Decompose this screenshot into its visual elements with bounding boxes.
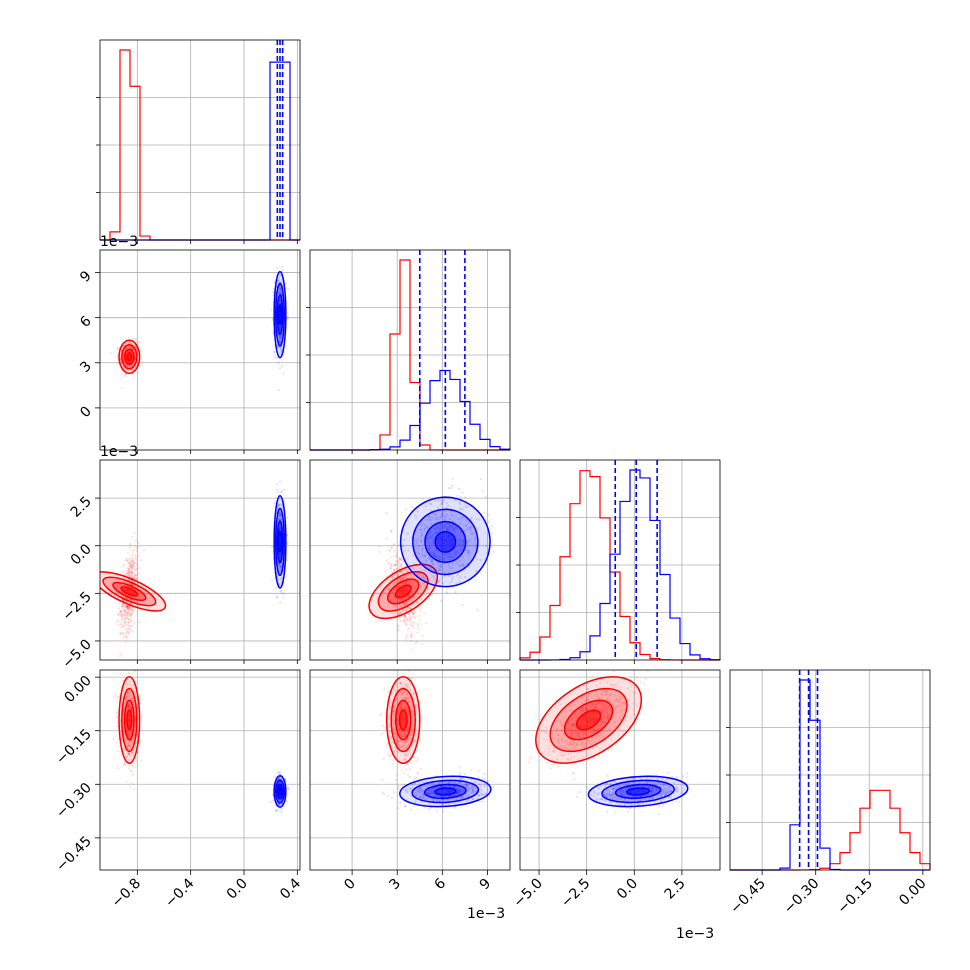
contours-blue-3-2 <box>587 775 689 808</box>
x-tick-label: 0 <box>341 876 359 894</box>
histogram-frame-p2 <box>519 459 721 661</box>
histogram-blue-p0 <box>100 61 301 241</box>
x-tick-label: 0.4 <box>277 875 304 902</box>
panel-3-2 <box>519 669 721 871</box>
x-tick-label: −5.0 <box>511 876 546 911</box>
y-tick-label: 3 <box>77 358 95 376</box>
panel-frame-2-1 <box>309 459 511 661</box>
contours-blue-3-0 <box>273 774 287 808</box>
y-tick-label: −0.45 <box>53 833 95 875</box>
panel-3-1 <box>309 669 511 871</box>
contours-blue-2-0 <box>273 495 287 589</box>
panel-frame-2-0 <box>99 459 301 661</box>
offset-label-row2: 1e−3 <box>100 444 138 460</box>
y-tick-labels-p1: 0 3 6 9 <box>77 268 100 421</box>
x-tick-label: −0.30 <box>781 876 823 918</box>
contours-red-1-0 <box>118 339 141 375</box>
x-tick-label: 0.00 <box>896 876 929 909</box>
scatter-blue-2-1 <box>385 477 495 611</box>
y-tick-labels-p2: −5.0 −2.5 0.0 2.5 <box>59 494 100 672</box>
panel-2-0 <box>99 459 301 661</box>
x-tick-labels-p3: −0.45 −0.30 −0.15 0.00 <box>727 870 930 918</box>
x-tick-label: 9 <box>477 876 495 894</box>
y-tick-labels-p3: −0.45 −0.30 −0.15 0.00 <box>53 673 100 875</box>
x-tick-label: −0.4 <box>162 875 197 910</box>
x-tick-label: 2.5 <box>662 876 689 903</box>
x-tick-label: 0.0 <box>224 876 251 903</box>
offset-label-col2: 1e−3 <box>676 926 714 942</box>
histogram-p0 <box>96 39 301 241</box>
contours-blue-3-1 <box>399 775 492 808</box>
x-tick-label: −0.45 <box>727 876 769 918</box>
panel-frame-3-2 <box>519 669 721 871</box>
contours-blue-1-0 <box>273 270 287 359</box>
histogram-frame-p1 <box>309 249 511 451</box>
x-tick-label: 3 <box>386 876 404 894</box>
x-tick-label: −0.15 <box>834 876 876 918</box>
x-tick-label: −0.8 <box>109 876 144 911</box>
contours-red-3-0 <box>118 676 141 764</box>
histogram-p2 <box>516 459 721 661</box>
histogram-frame-p0 <box>99 39 301 241</box>
y-tick-label: 0.0 <box>68 541 95 568</box>
contours-red-2-0 <box>100 571 167 612</box>
contours-blue-2-1 <box>399 496 491 588</box>
offset-label-col1: 1e−3 <box>467 906 505 922</box>
scatter-red-3-2 <box>527 670 651 781</box>
histogram-p1 <box>306 249 511 451</box>
contours-red-2-1 <box>368 563 439 620</box>
offset-label-row1: 1e−3 <box>100 234 138 250</box>
y-tick-label: −5.0 <box>59 636 94 671</box>
panel-frame-3-0 <box>99 669 301 871</box>
panel-frame-1-0 <box>99 249 301 451</box>
histogram-frame-p3 <box>729 669 931 871</box>
y-tick-label: −2.5 <box>59 589 94 624</box>
x-tick-label: 6 <box>432 875 450 893</box>
panel-2-1 <box>309 459 511 661</box>
y-tick-label: 9 <box>77 268 95 286</box>
y-tick-label: 0.00 <box>61 673 94 706</box>
y-tick-label: −0.30 <box>53 780 95 822</box>
panel-3-0 <box>99 669 301 871</box>
contours-red-3-1 <box>385 676 421 764</box>
y-tick-label: −0.15 <box>53 726 95 768</box>
x-tick-label: −2.5 <box>558 876 593 911</box>
contours-red-3-2 <box>535 676 643 764</box>
scatter-red-2-0 <box>115 532 146 658</box>
x-tick-label: 0.0 <box>614 876 641 903</box>
panel-1-0 <box>99 249 301 451</box>
y-tick-label: 2.5 <box>68 494 95 521</box>
y-tick-label: 6 <box>77 313 95 331</box>
panel-frame-3-1 <box>309 669 511 871</box>
y-tick-label: 0 <box>77 403 95 421</box>
histogram-p3 <box>726 669 931 871</box>
